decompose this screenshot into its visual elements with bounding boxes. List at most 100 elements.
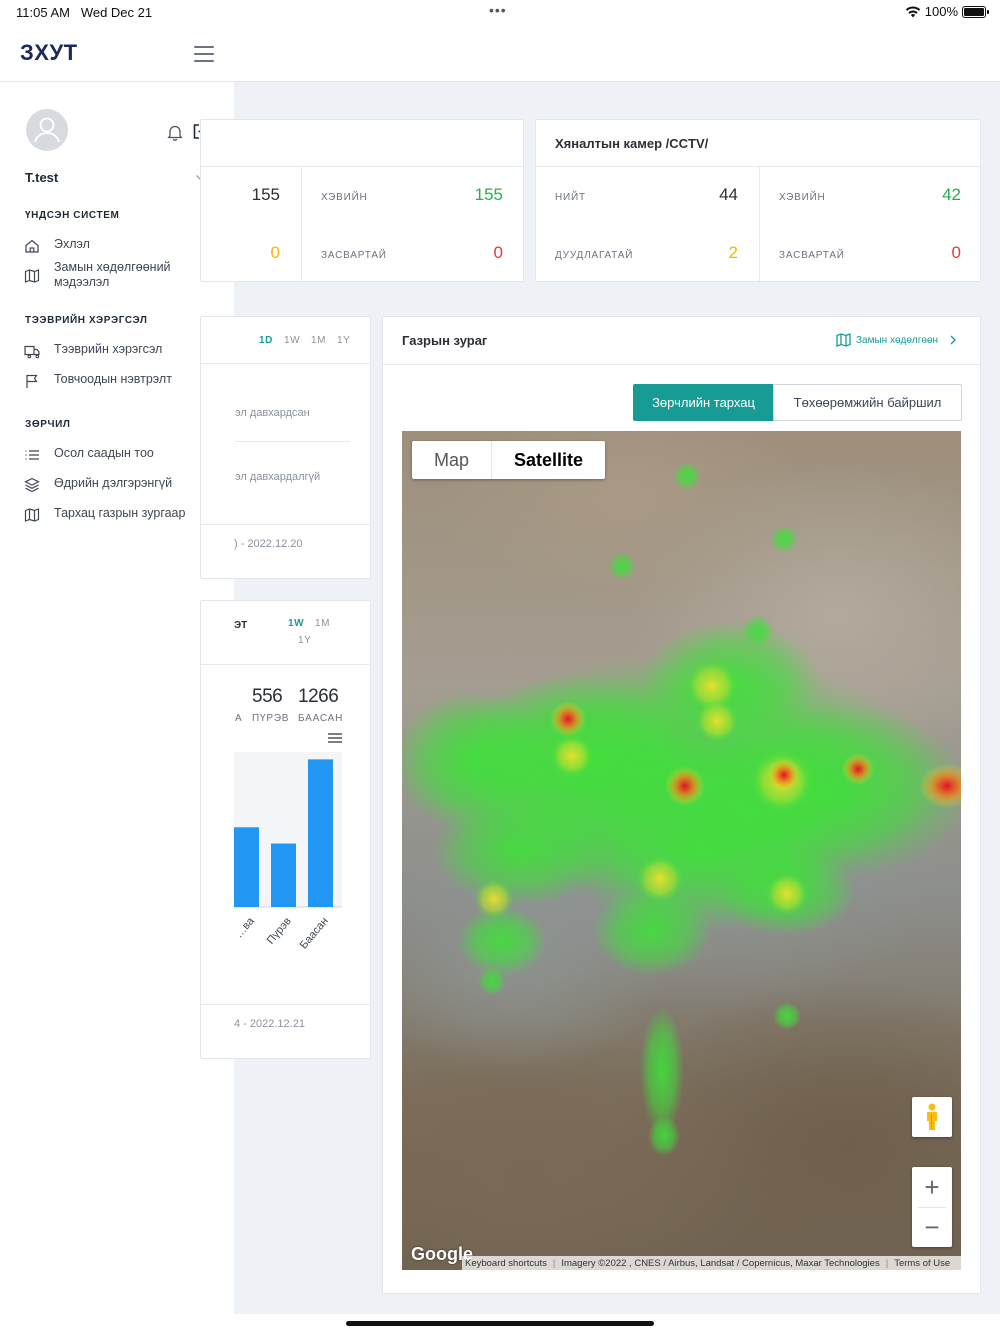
weekly-title: ЭТ: [234, 620, 248, 631]
cctv-normal-value: 42: [942, 185, 961, 204]
bar-2[interactable]: [308, 759, 333, 907]
cctv-call-label: ДУУДЛАГАТАЙ: [555, 250, 634, 261]
terms-link[interactable]: Terms of Use: [894, 1257, 951, 1269]
map-card-title: Газрын зураг: [402, 333, 488, 348]
sidebar-item-label: Замын хөдөлгөөний мэдээлэл: [54, 260, 171, 289]
sidebar-item-accidents[interactable]: Осол саадын тоо: [24, 446, 224, 463]
device-repair-label: ЗАСВАРТАЙ: [321, 250, 387, 261]
x-tick-label: …ва: [234, 915, 257, 941]
section-title-vehicles: ТЭЭВРИЙН ХЭРЭГСЭЛ: [25, 315, 148, 326]
device-warning-value: 0: [270, 243, 280, 262]
tab-device-location[interactable]: Төхөөрөмжийн байршил: [773, 384, 962, 421]
bar-1[interactable]: [271, 843, 296, 907]
app-logo[interactable]: ЗХУТ: [20, 40, 78, 65]
cctv-card: [535, 119, 981, 282]
section-title-main: ҮНДСЭН СИСТЕМ: [25, 210, 120, 221]
menu-toggle-icon[interactable]: [194, 46, 214, 62]
sidebar-item-label: Осол саадын тоо: [54, 446, 154, 460]
heatmap-overlay: [402, 462, 961, 1156]
battery-icon: [962, 5, 989, 18]
map-type-satellite[interactable]: Satellite: [514, 449, 584, 470]
map-type-toggle: Map Satellite: [412, 441, 606, 479]
weekly-stat-friday-value: 1266: [298, 686, 339, 707]
traffic-link-label: Замын хөдөлгөөн: [856, 334, 939, 346]
sidebar: T.test ҮНДСЭН СИСТЕМ Эхлэл Замын хөдөлгө…: [0, 82, 234, 1314]
chevron-right-icon: [950, 335, 956, 345]
map-icon: [836, 333, 851, 347]
zoom-out-button[interactable]: −: [924, 1211, 940, 1242]
duplicate-row-1: эл давхардсан: [235, 407, 310, 419]
status-bar: 11:05 AM Wed Dec 21 ••• 100%: [0, 0, 1000, 26]
weekly-date-range: 4 - 2022.12.21: [234, 1018, 305, 1030]
x-tick-label: Пүрэв: [265, 915, 294, 947]
sidebar-item-daily-detail[interactable]: Өдрийн дэлгэрэнгүй: [24, 476, 224, 493]
imagery-credit: Imagery ©2022 , CNES / Airbus, Landsat /…: [561, 1257, 880, 1269]
sidebar-item-checkpoint[interactable]: Товчоодын нэвтрэлт: [24, 372, 224, 389]
flag-icon: [26, 374, 38, 388]
satellite-map[interactable]: Map Satellite + − Google Keyboard shortc…: [402, 431, 961, 1270]
range-1m[interactable]: 1M: [311, 335, 327, 346]
sidebar-item-label: Өдрийн дэлгэрэнгүй: [54, 476, 173, 490]
weekly-stat-thursday-label: ПҮРЭВ: [252, 713, 290, 724]
cctv-title: Хяналтын камер /CCTV/: [555, 136, 709, 151]
layers-icon: [24, 477, 40, 493]
range-1w[interactable]: 1W: [288, 618, 305, 629]
device-normal-value: 155: [474, 185, 503, 204]
sidebar-item-label: Тархац газрын зургаар: [54, 506, 186, 520]
x-tick-label: Баасан: [298, 915, 331, 951]
sidebar-item-traffic-info[interactable]: Замын хөдөлгөөний мэдээлэл: [24, 260, 224, 290]
range-1y[interactable]: 1Y: [337, 335, 351, 346]
device-total-value: 155: [251, 185, 280, 204]
device-repair-value: 0: [493, 243, 503, 262]
map-icon: [24, 269, 40, 283]
cctv-call-value: 2: [728, 243, 738, 262]
sidebar-item-home[interactable]: Эхлэл: [24, 237, 224, 254]
map-type-map[interactable]: Map: [412, 441, 493, 479]
battery-percent: 100%: [924, 4, 958, 19]
zoom-control: + −: [912, 1167, 952, 1247]
device-normal-label: ХЭВИЙН: [321, 192, 368, 203]
list-icon: [25, 450, 39, 460]
zoom-in-button[interactable]: +: [924, 1171, 940, 1202]
pegman-icon[interactable]: [912, 1097, 952, 1137]
status-right: 100%: [905, 4, 989, 19]
weekly-stat-left-label: А: [235, 713, 243, 724]
bar-0[interactable]: [234, 827, 259, 907]
home-icon: [25, 239, 39, 253]
cctv-total-label: НИЙТ: [555, 192, 586, 203]
avatar[interactable]: [26, 109, 68, 151]
sidebar-item-heatmap[interactable]: Тархац газрын зургаар: [24, 506, 224, 523]
range-1d[interactable]: 1D: [259, 335, 273, 346]
cctv-total-value: 44: [719, 185, 738, 204]
chart-menu-icon[interactable]: [327, 732, 343, 744]
sidebar-item-label: Тээврийн хэрэгсэл: [54, 342, 163, 356]
keyboard-shortcuts-link[interactable]: Keyboard shortcuts: [465, 1257, 547, 1269]
map-icon: [24, 508, 40, 522]
bell-icon[interactable]: [167, 124, 183, 141]
username: T.test: [25, 170, 59, 185]
home-indicator[interactable]: [346, 1321, 654, 1326]
sidebar-item-label: Товчоодын нэвтрэлт: [54, 372, 172, 386]
status-time: 11:05 AM Wed Dec 21: [16, 5, 153, 20]
cctv-normal-label: ХЭВИЙН: [779, 192, 826, 203]
range-1m[interactable]: 1M: [315, 618, 331, 629]
google-logo: Google: [411, 1244, 473, 1264]
sidebar-item-vehicles[interactable]: Тээврийн хэрэгсэл: [24, 342, 224, 359]
top-bar: ЗХУТ: [0, 26, 1000, 82]
duplicate-date-range: ) - 2022.12.20: [234, 538, 303, 550]
truck-icon: [24, 345, 40, 359]
range-1w[interactable]: 1W: [284, 335, 301, 346]
range-1y[interactable]: 1Y: [298, 635, 312, 646]
multitask-dots-icon[interactable]: •••: [489, 2, 507, 18]
section-title-violations: ЗӨРЧИЛ: [25, 419, 71, 430]
tab-violation-heatmap[interactable]: Зөрчлийн тархац: [633, 384, 774, 421]
weekly-bar-chart: …ва Пүрэв Баасан: [234, 752, 342, 951]
sidebar-item-label: Эхлэл: [54, 237, 90, 251]
weekly-stat-thursday-value: 556: [252, 686, 283, 707]
device-stats-card: [200, 119, 524, 282]
traffic-link[interactable]: Замын хөдөлгөөн: [836, 333, 960, 347]
duplicate-card: [200, 316, 371, 579]
cctv-repair-label: ЗАСВАРТАЙ: [779, 250, 845, 261]
map-attribution: Keyboard shortcuts | Imagery ©2022 , CNE…: [462, 1256, 961, 1270]
duplicate-row-2: эл давхардалгүй: [235, 471, 321, 483]
